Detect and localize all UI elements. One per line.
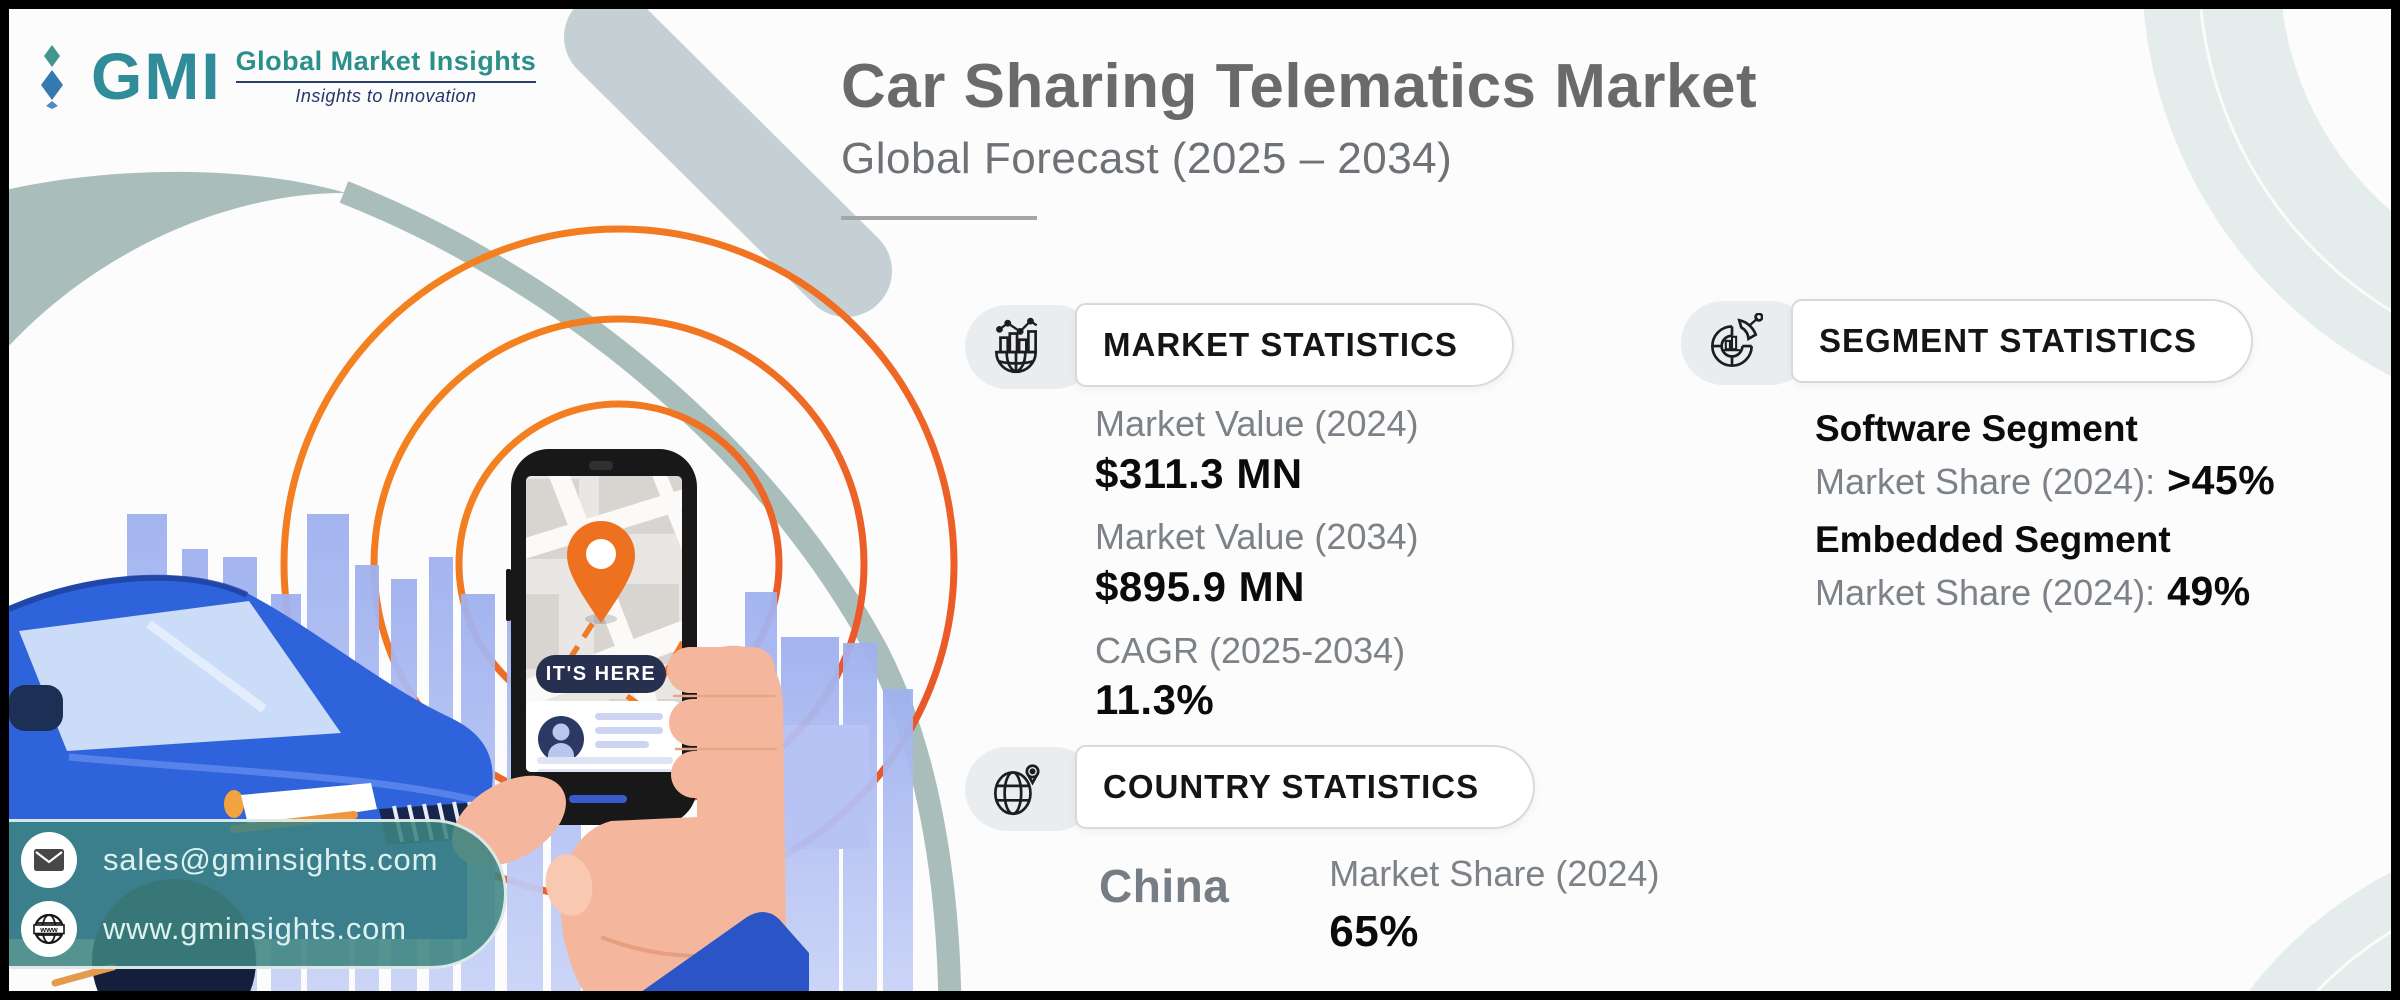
contact-website-row[interactable]: www www.gminsights.com <box>21 900 504 957</box>
embedded-segment-name: Embedded Segment <box>1815 518 2171 560</box>
cagr-value: 11.3% <box>1095 676 1215 724</box>
country-statistics-pill: COUNTRY STATISTICS <box>1075 745 1536 829</box>
envelope-icon <box>21 831 77 888</box>
driver-card <box>526 701 682 772</box>
map-roads <box>526 476 682 772</box>
contact-website[interactable]: www.gminsights.com <box>103 910 407 946</box>
page-title: Car Sharing Telematics Market <box>841 52 1758 121</box>
logo-acronym: GMI <box>91 39 222 113</box>
sage-crescent <box>9 171 346 346</box>
contact-bar: sales@gminsights.com www www.gminsights.… <box>9 819 507 969</box>
cagr-label: CAGR (2025-2034) <box>1095 629 1406 671</box>
contact-email[interactable]: sales@gminsights.com <box>103 841 439 877</box>
phone-callout-label: IT'S HERE <box>545 662 657 685</box>
market-value-2024-value: $311.3 MN <box>1095 449 1303 497</box>
segment-statistics-heading: SEGMENT STATISTICS <box>1819 322 2197 359</box>
gmi-logo-mark-icon <box>41 45 63 109</box>
market-statistics-pill: MARKET STATISTICS <box>1075 303 1514 387</box>
country-statistics-items: China Market Share (2024) 65% <box>1099 851 1659 959</box>
corner-ring-bottom-right <box>2248 872 2391 991</box>
segment-statistics-items: Software Segment Market Share (2024): >4… <box>1815 401 2391 627</box>
title-underline <box>841 216 1037 221</box>
phone-map-callout: IT'S HERE <box>536 655 666 693</box>
globe-www-icon: www <box>21 900 77 957</box>
market-statistics-heading: MARKET STATISTICS <box>1103 326 1458 363</box>
svg-text:www: www <box>39 925 58 934</box>
title-block: Car Sharing Telematics Market Global For… <box>841 51 1758 221</box>
contact-email-row[interactable]: sales@gminsights.com <box>21 831 504 888</box>
country-share-label: Market Share (2024) <box>1329 853 1660 894</box>
software-segment-name: Software Segment <box>1815 408 2138 449</box>
software-segment-share-value: >45% <box>2167 457 2276 504</box>
sage-diagonal-band <box>564 9 892 317</box>
software-segment-share-label: Market Share (2024): <box>1815 461 2156 503</box>
logo-tagline: Insights to Innovation <box>295 85 477 106</box>
page-subtitle: Global Forecast (2025 – 2034) <box>841 134 1453 184</box>
embedded-segment-share-label: Market Share (2024): <box>1815 571 2156 613</box>
segment-statistics-pill: SEGMENT STATISTICS <box>1791 299 2253 383</box>
logo-divider <box>235 80 537 83</box>
market-value-2034-value: $895.9 MN <box>1095 563 1305 611</box>
country-share-value: 65% <box>1329 906 1419 956</box>
sleeve <box>642 912 809 991</box>
country-statistics-heading: COUNTRY STATISTICS <box>1103 768 1480 805</box>
market-value-2034-label: Market Value (2034) <box>1095 516 1419 558</box>
country-name: China <box>1099 860 1230 912</box>
avatar <box>538 716 584 762</box>
market-statistics-items: Market Value (2024) $311.3 MN Market Val… <box>1095 401 1419 741</box>
smartphone-illustration <box>506 449 697 825</box>
gmi-logo: GMI Global Market Insights Insights to I… <box>37 39 537 113</box>
location-pin-icon <box>567 521 635 623</box>
logo-company-name: Global Market Insights <box>235 45 537 76</box>
market-value-2024-label: Market Value (2024) <box>1095 403 1419 444</box>
map-blocks <box>526 476 682 772</box>
embedded-segment-share-value: 49% <box>2167 567 2251 614</box>
gps-signal-rings-icon <box>280 225 958 903</box>
